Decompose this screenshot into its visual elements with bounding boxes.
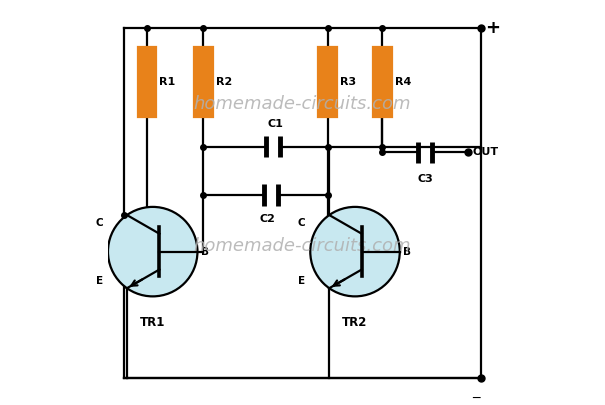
Bar	[373, 47, 391, 117]
Text: E: E	[96, 276, 103, 286]
Text: homemade-circuits.com: homemade-circuits.com	[194, 95, 411, 113]
Text: R2: R2	[216, 77, 232, 87]
Bar	[318, 47, 337, 117]
Text: +: +	[485, 19, 500, 37]
Text: OUT: OUT	[473, 147, 499, 158]
Text: homemade-circuits.com: homemade-circuits.com	[194, 237, 411, 255]
Text: TR1: TR1	[140, 316, 165, 329]
Text: R3: R3	[340, 77, 356, 87]
Text: C1: C1	[267, 119, 283, 129]
Text: C: C	[96, 217, 103, 228]
Text: E: E	[298, 276, 306, 286]
Text: B: B	[403, 247, 411, 257]
Text: C3: C3	[417, 174, 433, 184]
Text: R4: R4	[394, 77, 411, 87]
Circle shape	[108, 207, 197, 296]
Text: TR2: TR2	[342, 316, 368, 329]
Text: B: B	[201, 247, 209, 257]
Text: R1: R1	[159, 77, 175, 87]
Bar	[194, 47, 212, 117]
Text: C: C	[298, 217, 306, 228]
Text: ─: ─	[472, 392, 479, 405]
Text: C2: C2	[260, 214, 275, 224]
Circle shape	[310, 207, 400, 296]
Bar	[137, 47, 156, 117]
